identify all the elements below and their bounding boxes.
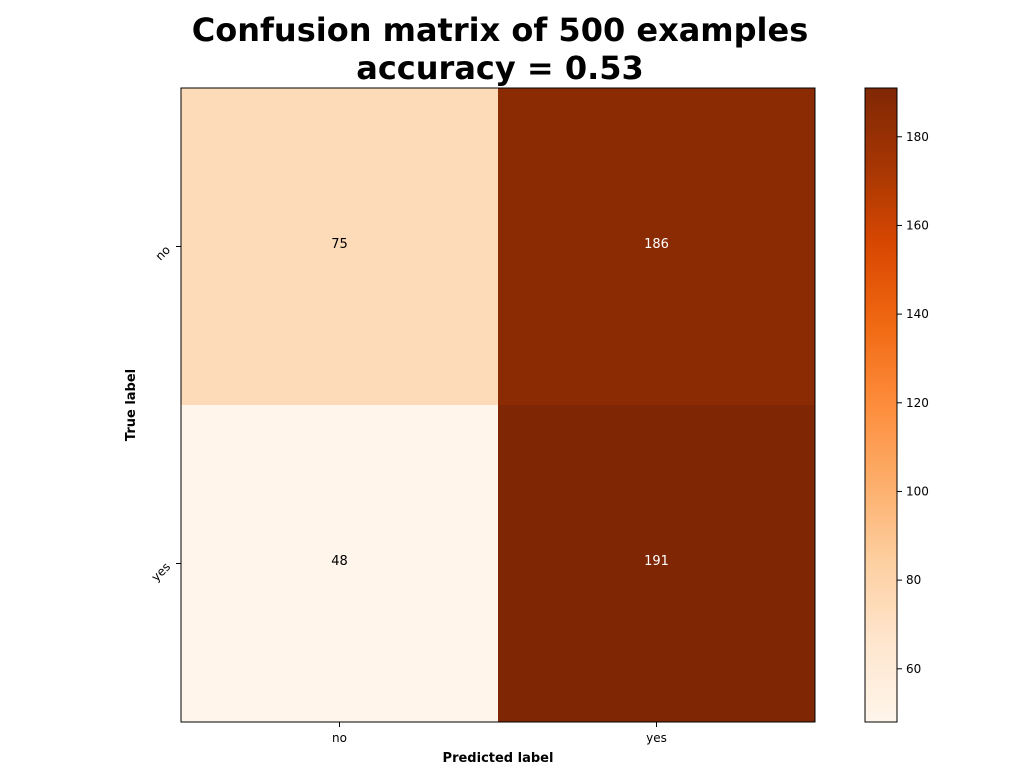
x-axis-label: Predicted label bbox=[443, 751, 554, 766]
matrix-cell-yes-no bbox=[181, 405, 498, 722]
cell-value-label: 75 bbox=[331, 237, 348, 252]
matrix-cell-yes-yes bbox=[498, 405, 815, 722]
colorbar bbox=[864, 87, 898, 723]
matrix-cell-no-no bbox=[181, 88, 498, 405]
chart-title: Confusion matrix of 500 examples bbox=[191, 11, 809, 49]
y-tick-label: no bbox=[153, 243, 173, 263]
y-tick-label: yes bbox=[149, 560, 174, 585]
x-tick-label: yes bbox=[646, 731, 667, 745]
colorbar-tick-label: 60 bbox=[906, 662, 921, 676]
colorbar-tick-label: 160 bbox=[906, 218, 929, 232]
colorbar-tick-label: 120 bbox=[906, 396, 929, 410]
plot-frame bbox=[180, 87, 816, 723]
matrix-cell-no-yes bbox=[498, 88, 815, 405]
colorbar-tick-label: 140 bbox=[906, 307, 929, 321]
colorbar-tick-label: 180 bbox=[906, 130, 929, 144]
cell-value-label: 186 bbox=[644, 237, 669, 252]
x-tick-label: no bbox=[332, 731, 347, 745]
cell-value-label: 48 bbox=[331, 554, 348, 569]
cell-value-label: 191 bbox=[644, 554, 669, 569]
colorbar-tick-label: 80 bbox=[906, 573, 921, 587]
chart-subtitle-accuracy: accuracy = 0.53 bbox=[356, 49, 644, 87]
y-axis-label: True label bbox=[124, 369, 139, 441]
colorbar-tick-label: 100 bbox=[906, 484, 929, 498]
